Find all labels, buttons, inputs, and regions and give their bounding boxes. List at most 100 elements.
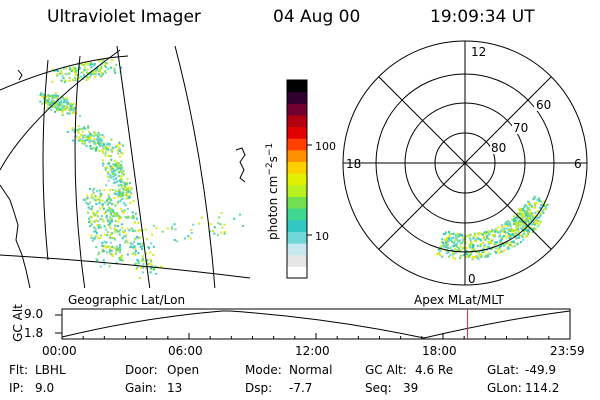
aurora-pixel: [51, 68, 54, 71]
aurora-pixel: [142, 266, 145, 269]
aurora-pixel: [80, 133, 83, 136]
aurora-pixel: [88, 217, 90, 220]
aurora-pixel: [109, 222, 112, 225]
polar-aurora-pixel: [536, 217, 539, 219]
aurora-pixel: [150, 267, 152, 270]
aurora-pixel: [83, 134, 86, 137]
aurora-pixel: [93, 140, 95, 143]
aurora-pixel: [101, 199, 104, 202]
polar-aurora-pixel: [521, 210, 524, 213]
polar-aurora-pixel: [537, 198, 540, 200]
polar-aurora-pixel: [472, 237, 475, 240]
polar-aurora-pixel: [451, 250, 454, 253]
polar-aurora-pixel: [477, 237, 480, 240]
aurora-pixel: [127, 195, 130, 198]
aurora-pixel: [111, 188, 114, 191]
polar-aurora-pixel: [498, 247, 501, 250]
polar-aurora-pixel: [509, 228, 512, 231]
aurora-pixel: [242, 225, 245, 227]
aurora-pixel: [141, 245, 144, 248]
orbit-altitude-curve: [61, 310, 571, 339]
aurora-pixel: [70, 70, 73, 73]
polar-aurora-pixel: [490, 242, 493, 244]
colorbar-segment: [287, 219, 307, 232]
polar-aurora-pixel: [537, 210, 539, 212]
aurora-pixel: [74, 71, 77, 73]
glat-value: -49.9: [525, 363, 557, 377]
aurora-pixel: [101, 242, 104, 245]
geographic-map: [0, 45, 250, 288]
aurora-pixel: [109, 173, 112, 176]
aurora-pixel: [87, 211, 90, 214]
polar-aurora-pixel: [475, 255, 478, 257]
aurora-pixel: [212, 229, 214, 232]
polar-aurora-pixel: [452, 256, 455, 259]
polar-aurora-pixel: [457, 232, 459, 235]
aurora-pixel: [93, 220, 96, 223]
polar-aurora-pixel: [516, 237, 519, 239]
polar-aurora-pixel: [544, 207, 547, 210]
seq-value: 39: [403, 381, 419, 395]
glon-label: GLon:: [487, 381, 522, 395]
polar-aurora-pixel: [519, 220, 522, 223]
polar-aurora-pixel: [445, 252, 448, 255]
aurora-pixel: [149, 258, 152, 261]
aurora-pixel: [103, 233, 106, 236]
aurora-pixel: [90, 73, 92, 76]
aurora-pixel: [115, 247, 117, 250]
polar-aurora-pixel: [518, 211, 521, 214]
aurora-pixel: [121, 192, 124, 195]
polar-aurora-pixel: [489, 252, 492, 255]
polar-aurora-pixel: [469, 246, 472, 249]
aurora-pixel: [68, 108, 71, 111]
aurora-pixel: [100, 65, 103, 68]
aurora-pixel: [60, 69, 63, 72]
polar-aurora-pixel: [503, 244, 506, 247]
polar-aurora-pixel: [444, 238, 447, 241]
aurora-pixel: [152, 267, 155, 270]
aurora-pixel: [124, 185, 127, 188]
polar-aurora-pixel: [452, 253, 455, 256]
polar-aurora-pixel: [513, 215, 515, 218]
polar-aurora-pixel: [453, 245, 456, 247]
polar-aurora-pixel: [530, 223, 533, 226]
aurora-pixel: [120, 167, 123, 170]
aurora-pixel: [72, 66, 75, 69]
polar-aurora-pixel: [494, 230, 497, 233]
aurora-pixel: [107, 220, 110, 223]
aurora-pixel: [125, 191, 128, 194]
aurora-pixel: [97, 253, 100, 256]
aurora-pixel: [69, 105, 72, 107]
aurora-pixel: [108, 188, 111, 191]
aurora-pixel: [142, 263, 145, 265]
aurora-pixel: [139, 266, 142, 269]
aurora-pixel: [101, 248, 104, 251]
aurora-pixel: [103, 142, 105, 145]
polar-aurora-pixel: [530, 205, 533, 207]
polar-aurora-pixel: [514, 218, 516, 221]
aurora-pixel: [110, 149, 113, 152]
aurora-pixel: [126, 197, 129, 200]
aurora-pixel: [82, 74, 85, 77]
aurora-pixel: [110, 202, 113, 205]
aurora-pixel: [72, 79, 75, 82]
aurora-pixel: [115, 214, 118, 217]
aurora-pixel: [107, 209, 110, 212]
aurora-pixel: [51, 106, 54, 109]
polar-aurora-pixel: [479, 256, 482, 259]
polar-aurora-pixel: [470, 253, 473, 256]
aurora-pixel: [57, 70, 59, 72]
aurora-pixel: [50, 102, 53, 105]
polar-aurora-pixel: [527, 220, 530, 222]
aurora-pixel: [151, 233, 154, 236]
polar-aurora-pixel: [503, 228, 506, 231]
aurora-pixel: [115, 64, 118, 66]
polar-aurora-pixel: [532, 220, 535, 223]
polar-aurora-pixel: [539, 200, 542, 203]
aurora-pixel: [110, 158, 113, 161]
aurora-pixel: [117, 220, 120, 223]
aurora-pixel: [94, 131, 97, 134]
colorbar-label-main: photon cm: [266, 176, 280, 240]
polar-aurora-pixel: [526, 216, 529, 219]
